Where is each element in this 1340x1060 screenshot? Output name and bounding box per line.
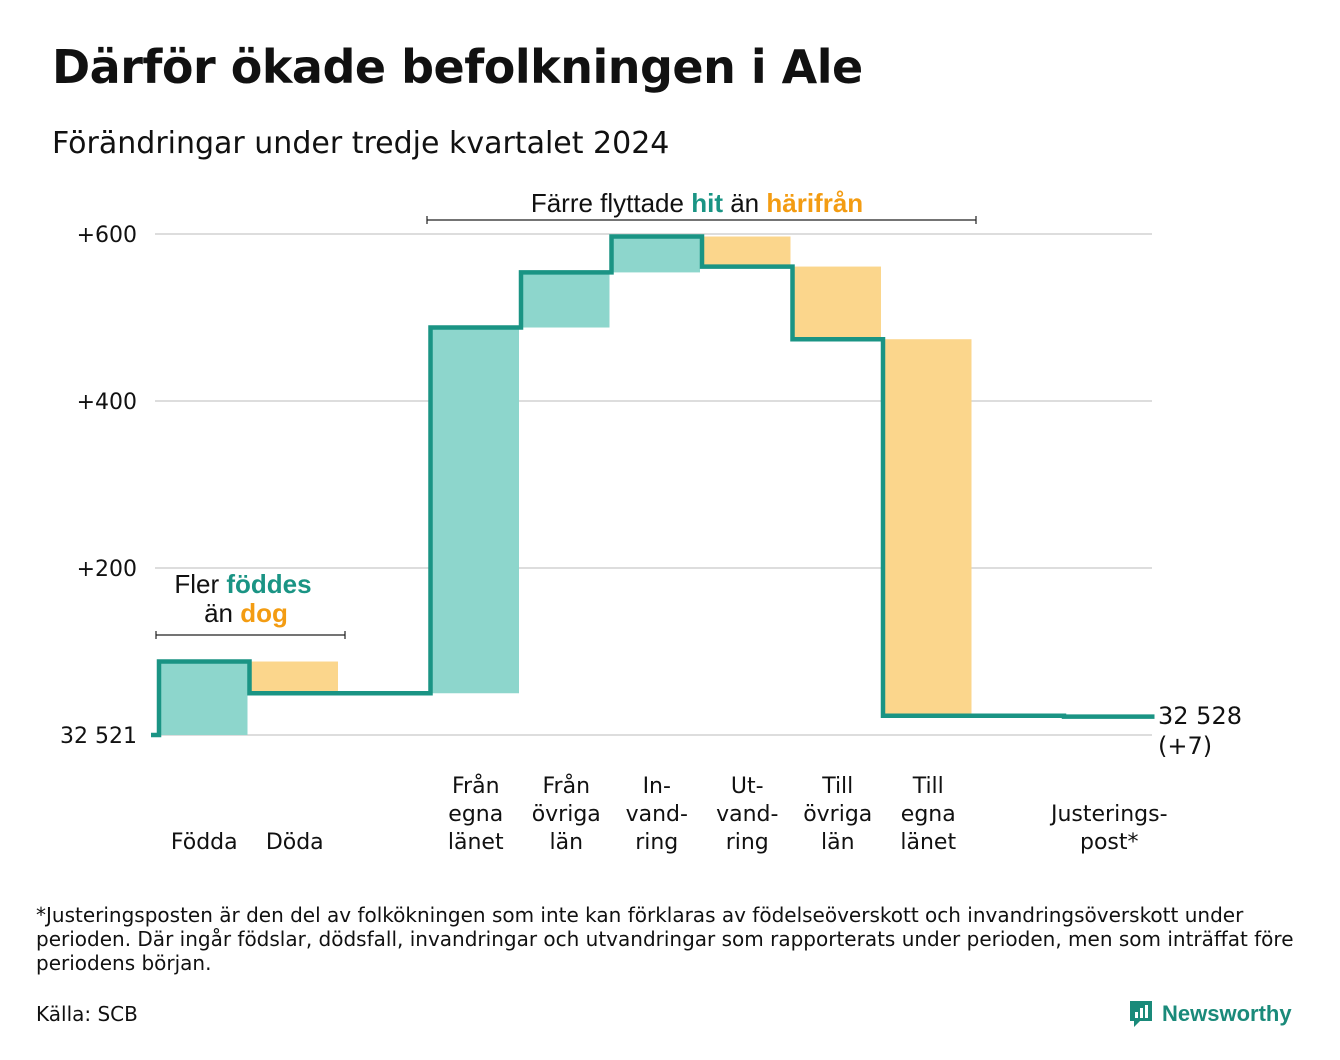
category-label: vand- [626,802,688,827]
category-label: länet [448,830,504,855]
brand-logo: Newsworthy [1128,998,1292,1030]
category-label: länet [900,830,956,855]
waterfall-bar [159,661,248,735]
waterfall-bar [430,327,519,694]
category-label: egna [901,802,956,827]
y-tick-label: 32 521 [60,724,137,749]
category-label: Ut- [731,774,764,799]
category-label: ring [726,830,769,855]
annotation-births-line1: Fler föddes [174,569,311,599]
category-label: post* [1080,830,1139,855]
chart-subtitle: Förändringar under tredje kvartalet 2024 [52,126,670,161]
category-label: Till [821,774,853,799]
waterfall-bar [611,236,700,273]
annotation-births-line2: än dog [204,598,288,628]
waterfall-bar [883,339,972,716]
cumulative-line [151,234,1155,738]
annotation-migration: Färre flyttade hit än härifrån [531,188,863,218]
category-label: län [821,830,855,855]
chart-title: Därför ökade befolkningen i Ale [52,40,863,94]
text-layer: 32 521 +200 +400 +600 Födda Döda Från egna länet… [60,188,1242,855]
waterfall-bar [702,236,791,267]
source-label: Källa: SCB [36,1002,138,1026]
category-label: vand- [716,802,778,827]
category-label: övriga [532,802,601,827]
waterfall-bar [249,661,338,694]
bars-layer [159,236,972,735]
waterfall-bar [521,272,610,328]
footnote: *Justeringsposten är den del av folkökni… [36,903,1294,975]
waterfall-bar [792,266,881,340]
category-label: Döda [266,830,324,855]
category-label: län [549,830,583,855]
category-label: Från [452,773,500,799]
category-label: Födda [171,830,238,855]
brand-name: Newsworthy [1162,1001,1292,1026]
category-label: Från [542,773,590,799]
y-tick-label: +400 [77,390,137,415]
category-label: övriga [803,802,872,827]
category-label: In- [643,774,671,799]
y-tick-label: +600 [77,223,137,248]
grid-layer [155,233,1152,736]
newsworthy-logo-icon [1130,1001,1152,1027]
category-label: Till [912,774,944,799]
category-label: egna [448,802,503,827]
category-label: Justerings- [1049,802,1168,827]
y-tick-label: +200 [77,557,137,582]
category-label: ring [635,830,678,855]
line-layer [151,234,1155,738]
waterfall-chart: 32 521 +200 +400 +600 Födda Döda Från egna länet… [60,188,1242,855]
final-change-label: (+7) [1158,732,1212,760]
final-total-label: 32 528 [1158,702,1242,730]
